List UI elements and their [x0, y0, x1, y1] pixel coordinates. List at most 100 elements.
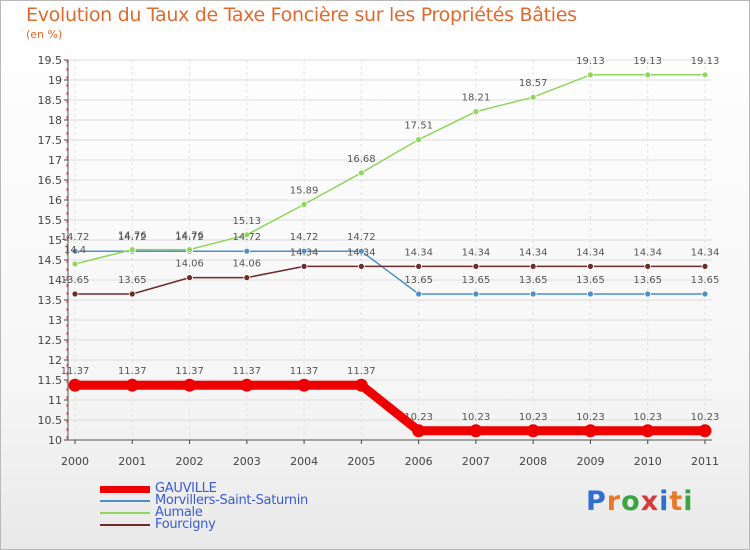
x-tick-label: 2003 — [233, 455, 261, 468]
data-label: 14.72 — [232, 232, 261, 243]
data-point — [587, 71, 594, 79]
data-label: 11.37 — [118, 366, 147, 377]
data-label: 14.34 — [347, 247, 376, 258]
series-line-3 — [74, 265, 706, 295]
x-tick-label: 2006 — [405, 455, 433, 468]
legend-label: Fourcigny — [155, 517, 216, 532]
series-line-2 — [74, 74, 706, 265]
logo-letter: t — [669, 486, 684, 517]
data-point — [644, 290, 652, 298]
data-label: 14.06 — [232, 259, 261, 270]
x-tick-label: 2009 — [576, 455, 604, 468]
data-label: 11.37 — [61, 366, 90, 377]
data-label: 19.13 — [633, 56, 662, 67]
x-tick-label: 2001 — [118, 455, 146, 468]
data-point — [587, 262, 594, 270]
y-tick-label: 12.5 — [38, 334, 63, 347]
data-point — [240, 378, 254, 392]
data-label: 14.34 — [404, 247, 433, 258]
legend-label: Morvillers-Saint-Saturnin — [155, 493, 308, 508]
logo-letter: i — [659, 486, 670, 517]
data-label: 18.57 — [519, 78, 548, 89]
chart-title: Evolution du Taux de Taxe Foncière sur l… — [26, 4, 577, 26]
data-label: 13.65 — [61, 275, 90, 286]
data-point — [472, 108, 480, 115]
logo-letter: P — [586, 486, 607, 517]
data-labels: 14.72 14.72 14.72 14.72 14.72 14.72 13.65 13.65… — [61, 56, 720, 423]
data-label: 13.65 — [576, 275, 605, 286]
legend-label: GAUVILLE — [155, 481, 217, 496]
data-label: 14.72 — [290, 232, 319, 243]
data-point — [701, 262, 709, 270]
x-tick-label: 2010 — [634, 455, 662, 468]
logo-letter: i — [683, 486, 694, 517]
data-point — [125, 378, 139, 392]
data-point — [71, 247, 79, 255]
data-point — [526, 424, 540, 438]
x-tick-label: 2008 — [519, 455, 547, 468]
series-lines — [68, 71, 712, 438]
x-tick-label: 2005 — [347, 455, 375, 468]
data-point — [128, 290, 136, 298]
data-point — [412, 424, 426, 438]
data-label: 17.51 — [404, 121, 433, 132]
data-label: 14.34 — [462, 247, 491, 258]
data-point — [300, 200, 308, 208]
data-point — [68, 378, 82, 392]
data-label: 14.34 — [519, 247, 548, 258]
data-point — [300, 262, 308, 270]
data-point — [243, 274, 251, 282]
y-tick-label: 15 — [48, 234, 62, 247]
data-label: 14.72 — [347, 232, 376, 243]
data-label: 10.23 — [519, 412, 548, 423]
legend-swatch — [100, 524, 150, 526]
x-tick-label: 2002 — [176, 455, 204, 468]
x-tick-label: 2000 — [61, 455, 89, 468]
proxiti-logo: Proxiti — [586, 486, 694, 517]
data-point — [698, 424, 712, 438]
y-tick-label: 10 — [48, 434, 62, 447]
y-tick-label: 15.5 — [38, 214, 63, 227]
series-line-0 — [70, 380, 710, 436]
y-tick-label: 18.5 — [38, 94, 63, 107]
data-label: 11.37 — [290, 366, 319, 377]
data-label: 14.06 — [175, 259, 204, 270]
unit-label: (en %) — [26, 28, 63, 41]
data-point — [183, 378, 197, 392]
data-label: 15.13 — [232, 216, 261, 227]
data-label: 14.34 — [691, 247, 720, 258]
data-point — [472, 262, 480, 270]
data-label: 19.13 — [576, 56, 605, 67]
data-label: 15.89 — [290, 185, 319, 196]
logo-letter: x — [640, 486, 660, 517]
data-point — [587, 290, 594, 298]
data-point — [701, 290, 709, 298]
legend-swatch — [100, 512, 150, 514]
y-tick-label: 12 — [48, 354, 62, 367]
data-label: 14.34 — [290, 247, 319, 258]
y-tick-label: 11 — [48, 394, 62, 407]
data-point — [529, 93, 537, 101]
data-label: 14.76 — [118, 231, 147, 242]
data-point — [71, 290, 79, 298]
data-label: 10.23 — [633, 412, 662, 423]
data-label: 18.21 — [462, 93, 491, 104]
data-label: 14.72 — [118, 232, 147, 243]
data-point — [644, 71, 652, 79]
data-label: 13.65 — [691, 275, 720, 286]
data-label: 16.68 — [347, 154, 376, 165]
data-label: 13.65 — [404, 275, 433, 286]
y-tick-label: 14 — [48, 274, 62, 287]
data-point — [354, 378, 368, 392]
data-label: 10.23 — [404, 412, 433, 423]
data-label: 14.76 — [175, 231, 204, 242]
x-tick-label: 2011 — [691, 455, 719, 468]
data-point — [243, 247, 251, 255]
data-point — [415, 136, 423, 144]
y-tick-label: 18 — [48, 114, 62, 127]
data-point — [701, 71, 709, 79]
data-point — [469, 424, 483, 438]
y-tick-label: 17 — [48, 154, 62, 167]
